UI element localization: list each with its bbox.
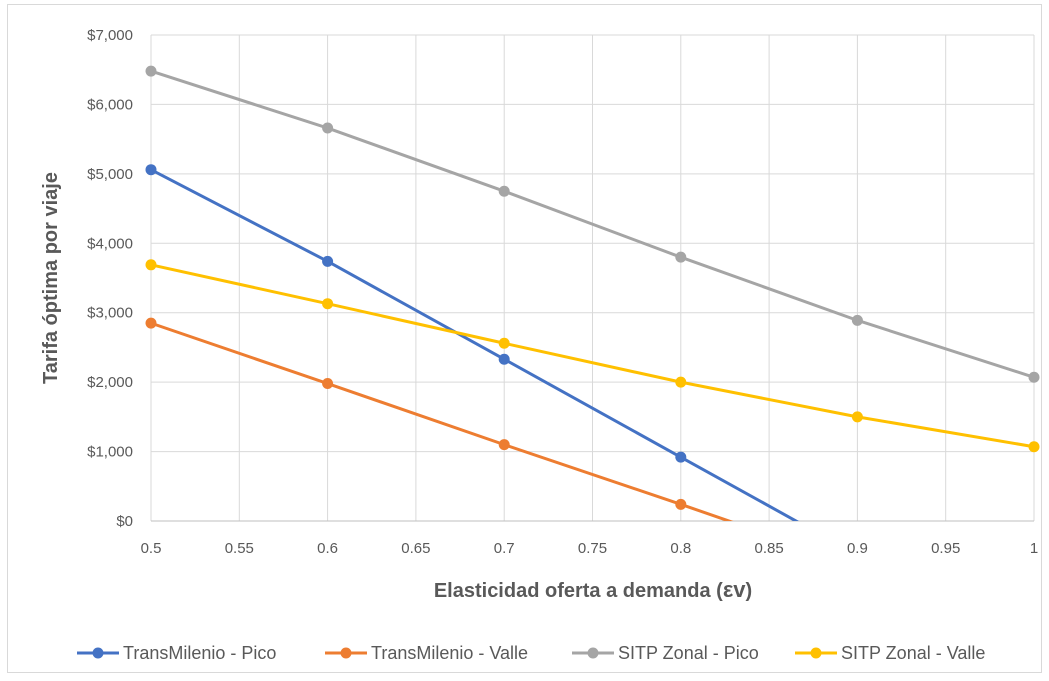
legend-label: TransMilenio - Pico	[123, 643, 276, 663]
data-point	[675, 376, 687, 388]
data-point	[1028, 441, 1040, 453]
data-point	[322, 378, 334, 390]
legend-label: SITP Zonal - Pico	[618, 643, 759, 663]
series-transmilenio-pico	[145, 164, 800, 521]
data-point	[322, 298, 334, 310]
legend-swatch-marker	[92, 647, 104, 659]
x-tick-label: 0.95	[931, 540, 960, 557]
x-tick-label: 0.65	[401, 540, 430, 557]
legend-item-transmilenio-pico: TransMilenio - Pico	[77, 643, 276, 663]
data-point	[675, 451, 687, 463]
x-axis-title-symbol: εv	[723, 577, 746, 602]
data-point	[498, 353, 510, 365]
legend-item-sitp-zonal-pico: SITP Zonal - Pico	[572, 643, 759, 663]
y-tick-label: $0	[116, 513, 133, 530]
y-tick-label: $4,000	[87, 235, 133, 252]
x-tick-label: 0.85	[754, 540, 783, 557]
series-transmilenio-valle	[145, 317, 734, 521]
legend-swatch-marker	[810, 647, 822, 659]
series-line	[150, 263, 1035, 449]
x-tick-label: 0.7	[494, 540, 515, 557]
y-tick-label: $6,000	[87, 96, 133, 113]
legend: TransMilenio - Pico TransMilenio - Valle S…	[77, 643, 985, 663]
series-sitp-zonal-valle	[145, 259, 1040, 453]
legend-label: TransMilenio - Valle	[371, 643, 528, 663]
legend-label: SITP Zonal - Valle	[841, 643, 985, 663]
y-tick-label: $3,000	[87, 305, 133, 322]
x-tick-label: 1	[1030, 540, 1038, 557]
data-point	[322, 122, 334, 134]
data-point	[498, 439, 510, 451]
x-tick-label: 0.9	[847, 540, 868, 557]
tick-labels: $0 $1,000 $2,000 $3,000 $4,000 $5,000 $6,000 $7…	[87, 27, 1038, 557]
data-point	[851, 314, 863, 326]
data-point	[675, 251, 687, 263]
data-point	[145, 317, 157, 329]
data-point	[1028, 371, 1040, 383]
x-tick-label: 0.5	[141, 540, 162, 557]
legend-swatch-marker	[340, 647, 352, 659]
series-lines	[145, 65, 1040, 521]
x-axis-title: Elasticidad oferta a demanda (εv)	[434, 577, 752, 602]
y-tick-label: $1,000	[87, 444, 133, 461]
y-tick-label: $7,000	[87, 27, 133, 44]
x-axis-title-close: )	[746, 580, 753, 602]
x-tick-label: 0.6	[317, 540, 338, 557]
data-point	[145, 164, 157, 176]
legend-item-sitp-zonal-valle: SITP Zonal - Valle	[795, 643, 985, 663]
x-axis-title-text: Elasticidad oferta a demanda (	[434, 580, 723, 602]
legend-item-transmilenio-valle: TransMilenio - Valle	[325, 643, 528, 663]
chart-frame	[7, 4, 1042, 673]
data-point	[145, 65, 157, 77]
series-sitp-zonal-pico	[145, 65, 1040, 383]
legend-swatch-marker	[587, 647, 599, 659]
y-axis-title: Tarifa óptima por viaje	[40, 172, 62, 384]
data-point	[851, 411, 863, 423]
data-point	[675, 498, 687, 510]
x-tick-label: 0.55	[225, 540, 254, 557]
y-tick-label: $2,000	[87, 374, 133, 391]
data-point	[322, 255, 334, 267]
data-point	[498, 185, 510, 197]
data-point	[145, 259, 157, 271]
x-tick-label: 0.75	[578, 540, 607, 557]
series-line	[150, 69, 1035, 379]
y-tick-label: $5,000	[87, 166, 133, 183]
gridlines	[150, 34, 1035, 521]
data-point	[498, 337, 510, 349]
x-tick-label: 0.8	[670, 540, 691, 557]
